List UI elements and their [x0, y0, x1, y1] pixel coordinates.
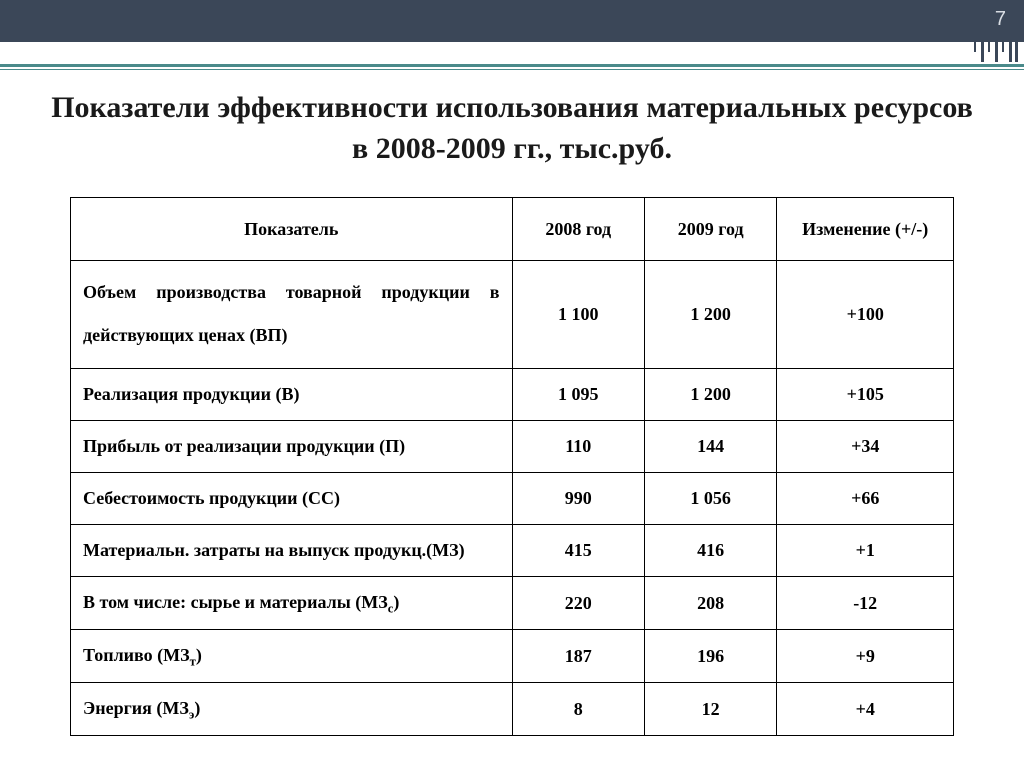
row-label: Энергия (МЗэ)	[71, 683, 513, 736]
row-label: Топливо (МЗт)	[71, 630, 513, 683]
row-2009: 1 056	[644, 472, 776, 524]
row-label: В том числе: сырье и материалы (МЗс)	[71, 576, 513, 629]
row-change: +105	[777, 368, 954, 420]
table-row: Материальн. затраты на выпуск продукц.(М…	[71, 524, 954, 576]
table-row: Топливо (МЗт) 187 196 +9	[71, 630, 954, 683]
row-label: Объем производства товарной продукции в …	[71, 261, 513, 368]
row-2008: 110	[512, 420, 644, 472]
slide-topbar: 7	[0, 0, 1024, 42]
row-2009: 12	[644, 683, 776, 736]
row-change: -12	[777, 576, 954, 629]
table-container: Показатель 2008 год 2009 год Изменение (…	[0, 179, 1024, 736]
row-label: Себестоимость продукции (СС)	[71, 472, 513, 524]
row-2009: 416	[644, 524, 776, 576]
row-2009: 1 200	[644, 368, 776, 420]
row-2008: 990	[512, 472, 644, 524]
row-2009: 196	[644, 630, 776, 683]
slide-title: Показатели эффективности использования м…	[50, 88, 974, 169]
row-2008: 415	[512, 524, 644, 576]
efficiency-table: Показатель 2008 год 2009 год Изменение (…	[70, 197, 954, 736]
row-2009: 144	[644, 420, 776, 472]
table-row: Себестоимость продукции (СС) 990 1 056 +…	[71, 472, 954, 524]
col-indicator: Показатель	[71, 198, 513, 261]
row-change: +9	[777, 630, 954, 683]
row-label: Прибыль от реализации продукции (П)	[71, 420, 513, 472]
row-2008: 1 095	[512, 368, 644, 420]
row-label: Материальн. затраты на выпуск продукц.(М…	[71, 524, 513, 576]
row-change: +4	[777, 683, 954, 736]
row-label: Реализация продукции (В)	[71, 368, 513, 420]
table-row: В том числе: сырье и материалы (МЗс) 220…	[71, 576, 954, 629]
row-2009: 208	[644, 576, 776, 629]
row-change: +34	[777, 420, 954, 472]
row-change: +66	[777, 472, 954, 524]
col-2009: 2009 год	[644, 198, 776, 261]
table-row: Реализация продукции (В) 1 095 1 200 +10…	[71, 368, 954, 420]
row-change: +100	[777, 261, 954, 368]
col-change: Изменение (+/-)	[777, 198, 954, 261]
table-row: Объем производства товарной продукции в …	[71, 261, 954, 368]
table-row: Прибыль от реализации продукции (П) 110 …	[71, 420, 954, 472]
row-2008: 220	[512, 576, 644, 629]
table-row: Энергия (МЗэ) 8 12 +4	[71, 683, 954, 736]
row-2008: 1 100	[512, 261, 644, 368]
col-2008: 2008 год	[512, 198, 644, 261]
table-header-row: Показатель 2008 год 2009 год Изменение (…	[71, 198, 954, 261]
row-2008: 8	[512, 683, 644, 736]
row-2008: 187	[512, 630, 644, 683]
row-2009: 1 200	[644, 261, 776, 368]
ruler-ticks	[0, 42, 1024, 64]
slide-title-block: Показатели эффективности использования м…	[0, 70, 1024, 179]
row-change: +1	[777, 524, 954, 576]
slide-number: 7	[995, 8, 1006, 31]
